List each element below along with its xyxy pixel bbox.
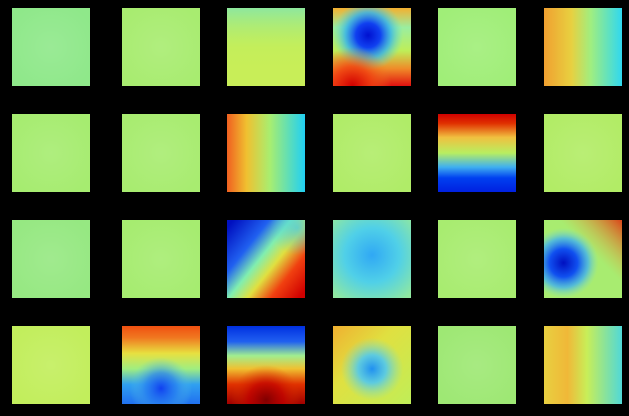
- filter-r4-c1: [12, 326, 90, 404]
- filter-r4-c2: [122, 326, 200, 404]
- filter-r2-c5: [438, 114, 516, 192]
- filter-r2-c2: [122, 114, 200, 192]
- filter-r1-c2: [122, 8, 200, 86]
- filter-r3-c5: [438, 220, 516, 298]
- filter-r2-c6: [544, 114, 622, 192]
- filter-r1-c6: [544, 8, 622, 86]
- filter-r3-c3: [227, 220, 305, 298]
- filter-r4-c3: [227, 326, 305, 404]
- filter-r2-c1: [12, 114, 90, 192]
- filter-r2-c4: [333, 114, 411, 192]
- filter-r1-c3: [227, 8, 305, 86]
- filter-r3-c1: [12, 220, 90, 298]
- filter-r1-c4: [333, 8, 411, 86]
- filter-r3-c4: [333, 220, 411, 298]
- filter-r4-c5: [438, 326, 516, 404]
- filter-r3-c2: [122, 220, 200, 298]
- filter-r3-c6: [544, 220, 622, 298]
- filter-r2-c3: [227, 114, 305, 192]
- filter-r1-c1: [12, 8, 90, 86]
- filter-r4-c4: [333, 326, 411, 404]
- filter-r1-c5: [438, 8, 516, 86]
- filter-r4-c6: [544, 326, 622, 404]
